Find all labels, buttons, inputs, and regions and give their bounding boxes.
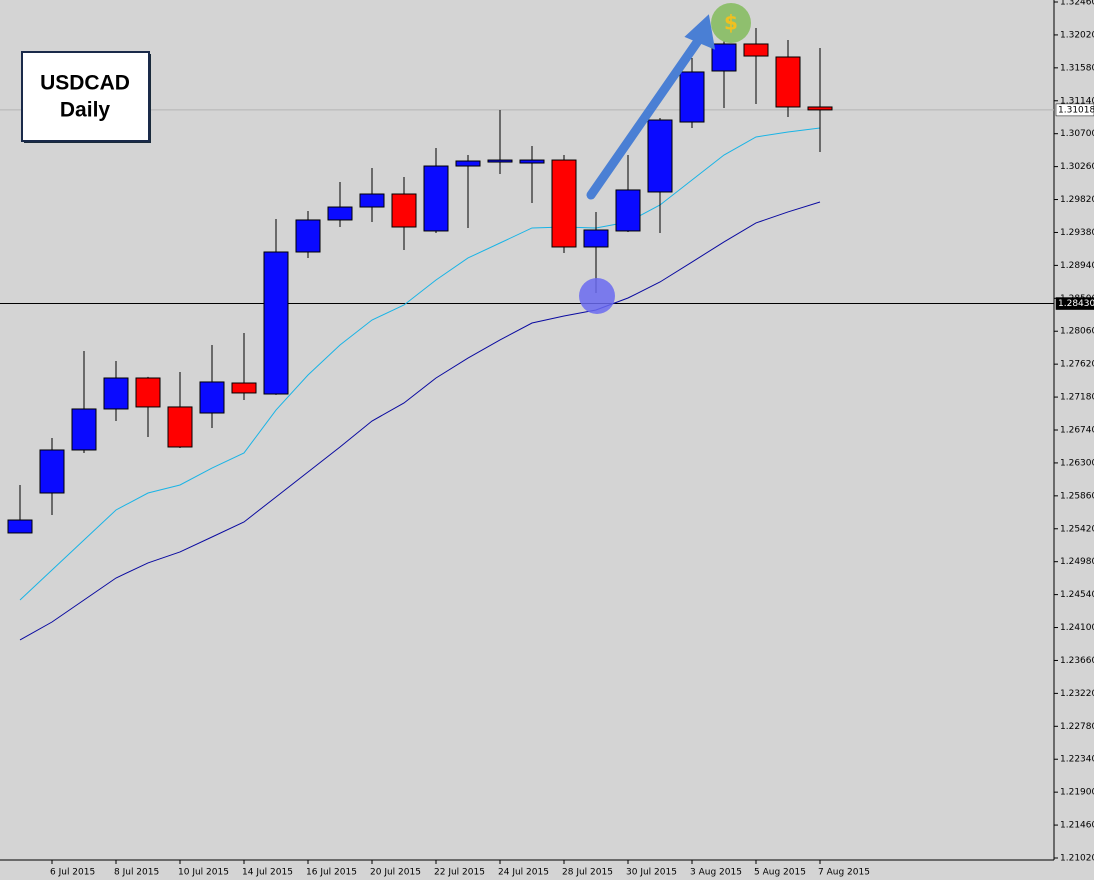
candle-body <box>775 56 801 108</box>
y-tick-label: 1.24100 <box>1060 623 1094 633</box>
reference-label: 1.31018 <box>1058 105 1094 115</box>
y-tick-label: 1.31580 <box>1060 63 1094 73</box>
y-tick-label: 1.24540 <box>1060 590 1094 600</box>
candle-body <box>295 219 321 253</box>
candle-body <box>743 43 769 57</box>
y-tick-label: 1.29820 <box>1060 195 1094 205</box>
y-tick-label: 1.22340 <box>1060 755 1094 765</box>
x-tick-label: 30 Jul 2015 <box>626 868 677 878</box>
candle-body <box>807 106 833 111</box>
arrow-head <box>684 14 716 50</box>
candle-body <box>7 519 33 534</box>
candle-body <box>711 43 737 72</box>
reference-label-box <box>1055 297 1094 310</box>
x-tick-label: 8 Jul 2015 <box>114 868 159 878</box>
candle-body <box>551 159 577 248</box>
y-tick-label: 1.27180 <box>1060 393 1094 403</box>
y-tick-label: 1.23220 <box>1060 689 1094 699</box>
candle-body <box>615 189 641 232</box>
y-tick-label: 1.31140 <box>1060 96 1094 106</box>
candle-body <box>103 377 129 410</box>
reference-label: 1.28430 <box>1058 299 1094 309</box>
x-tick-label: 10 Jul 2015 <box>178 868 229 878</box>
reference-label-box <box>1055 103 1094 117</box>
title-box: USDCAD Daily <box>21 51 151 143</box>
x-tick-label: 16 Jul 2015 <box>306 868 357 878</box>
trend-arrow <box>586 33 705 200</box>
candle-body <box>167 406 193 448</box>
moving-average <box>19 201 821 641</box>
y-tick-label: 1.28060 <box>1060 327 1094 337</box>
y-tick-label: 1.30700 <box>1060 129 1094 139</box>
y-tick-label: 1.30260 <box>1060 162 1094 172</box>
touch-marker <box>579 278 615 314</box>
chart-title: USDCAD <box>40 72 130 95</box>
y-tick-label: 1.21020 <box>1060 854 1094 864</box>
x-tick-label: 5 Aug 2015 <box>754 868 806 878</box>
x-tick-label: 20 Jul 2015 <box>370 868 421 878</box>
candle-body <box>679 71 705 123</box>
candle-body <box>391 193 417 228</box>
x-tick-label: 28 Jul 2015 <box>562 868 613 878</box>
candle-body <box>455 160 481 167</box>
candle-body <box>199 381 225 414</box>
candle-body <box>135 377 161 408</box>
candle-body <box>519 159 545 164</box>
y-tick-label: 1.25420 <box>1060 524 1094 534</box>
y-tick-label: 1.26300 <box>1060 458 1094 468</box>
candle-body <box>359 193 385 208</box>
moving-average <box>19 127 821 601</box>
candle-body <box>327 206 353 221</box>
candle-body <box>583 229 609 248</box>
y-tick-label: 1.26740 <box>1060 426 1094 436</box>
x-tick-label: 22 Jul 2015 <box>434 868 485 878</box>
x-tick-label: 6 Jul 2015 <box>50 868 95 878</box>
y-tick-label: 1.27620 <box>1060 360 1094 370</box>
y-tick-label: 1.21900 <box>1060 788 1094 798</box>
x-tick-label: 7 Aug 2015 <box>818 868 870 878</box>
profit-icon-text: $ <box>724 11 738 35</box>
candle-body <box>263 251 289 395</box>
candle-body <box>487 159 513 163</box>
y-tick-label: 1.32460 <box>1060 0 1094 8</box>
y-tick-label: 1.28940 <box>1060 261 1094 271</box>
y-tick-label: 1.24980 <box>1060 557 1094 567</box>
x-tick-label: 24 Jul 2015 <box>498 868 549 878</box>
candle-body <box>423 165 449 232</box>
candle-body <box>647 119 673 193</box>
x-tick-label: 14 Jul 2015 <box>242 868 293 878</box>
chart-subtitle: Daily <box>60 99 111 122</box>
y-tick-label: 1.23660 <box>1060 656 1094 666</box>
candle-body <box>71 408 97 451</box>
y-tick-label: 1.32020 <box>1060 30 1094 40</box>
y-tick-label: 1.29380 <box>1060 228 1094 238</box>
y-tick-label: 1.22780 <box>1060 722 1094 732</box>
y-tick-label: 1.21460 <box>1060 821 1094 831</box>
profit-icon <box>711 3 751 43</box>
title-frame <box>21 51 150 142</box>
x-tick-label: 3 Aug 2015 <box>690 868 742 878</box>
annotations: $ <box>579 3 751 314</box>
candle-body <box>39 449 65 494</box>
candle-body <box>231 382 257 394</box>
y-tick-label: 1.25860 <box>1060 491 1094 501</box>
